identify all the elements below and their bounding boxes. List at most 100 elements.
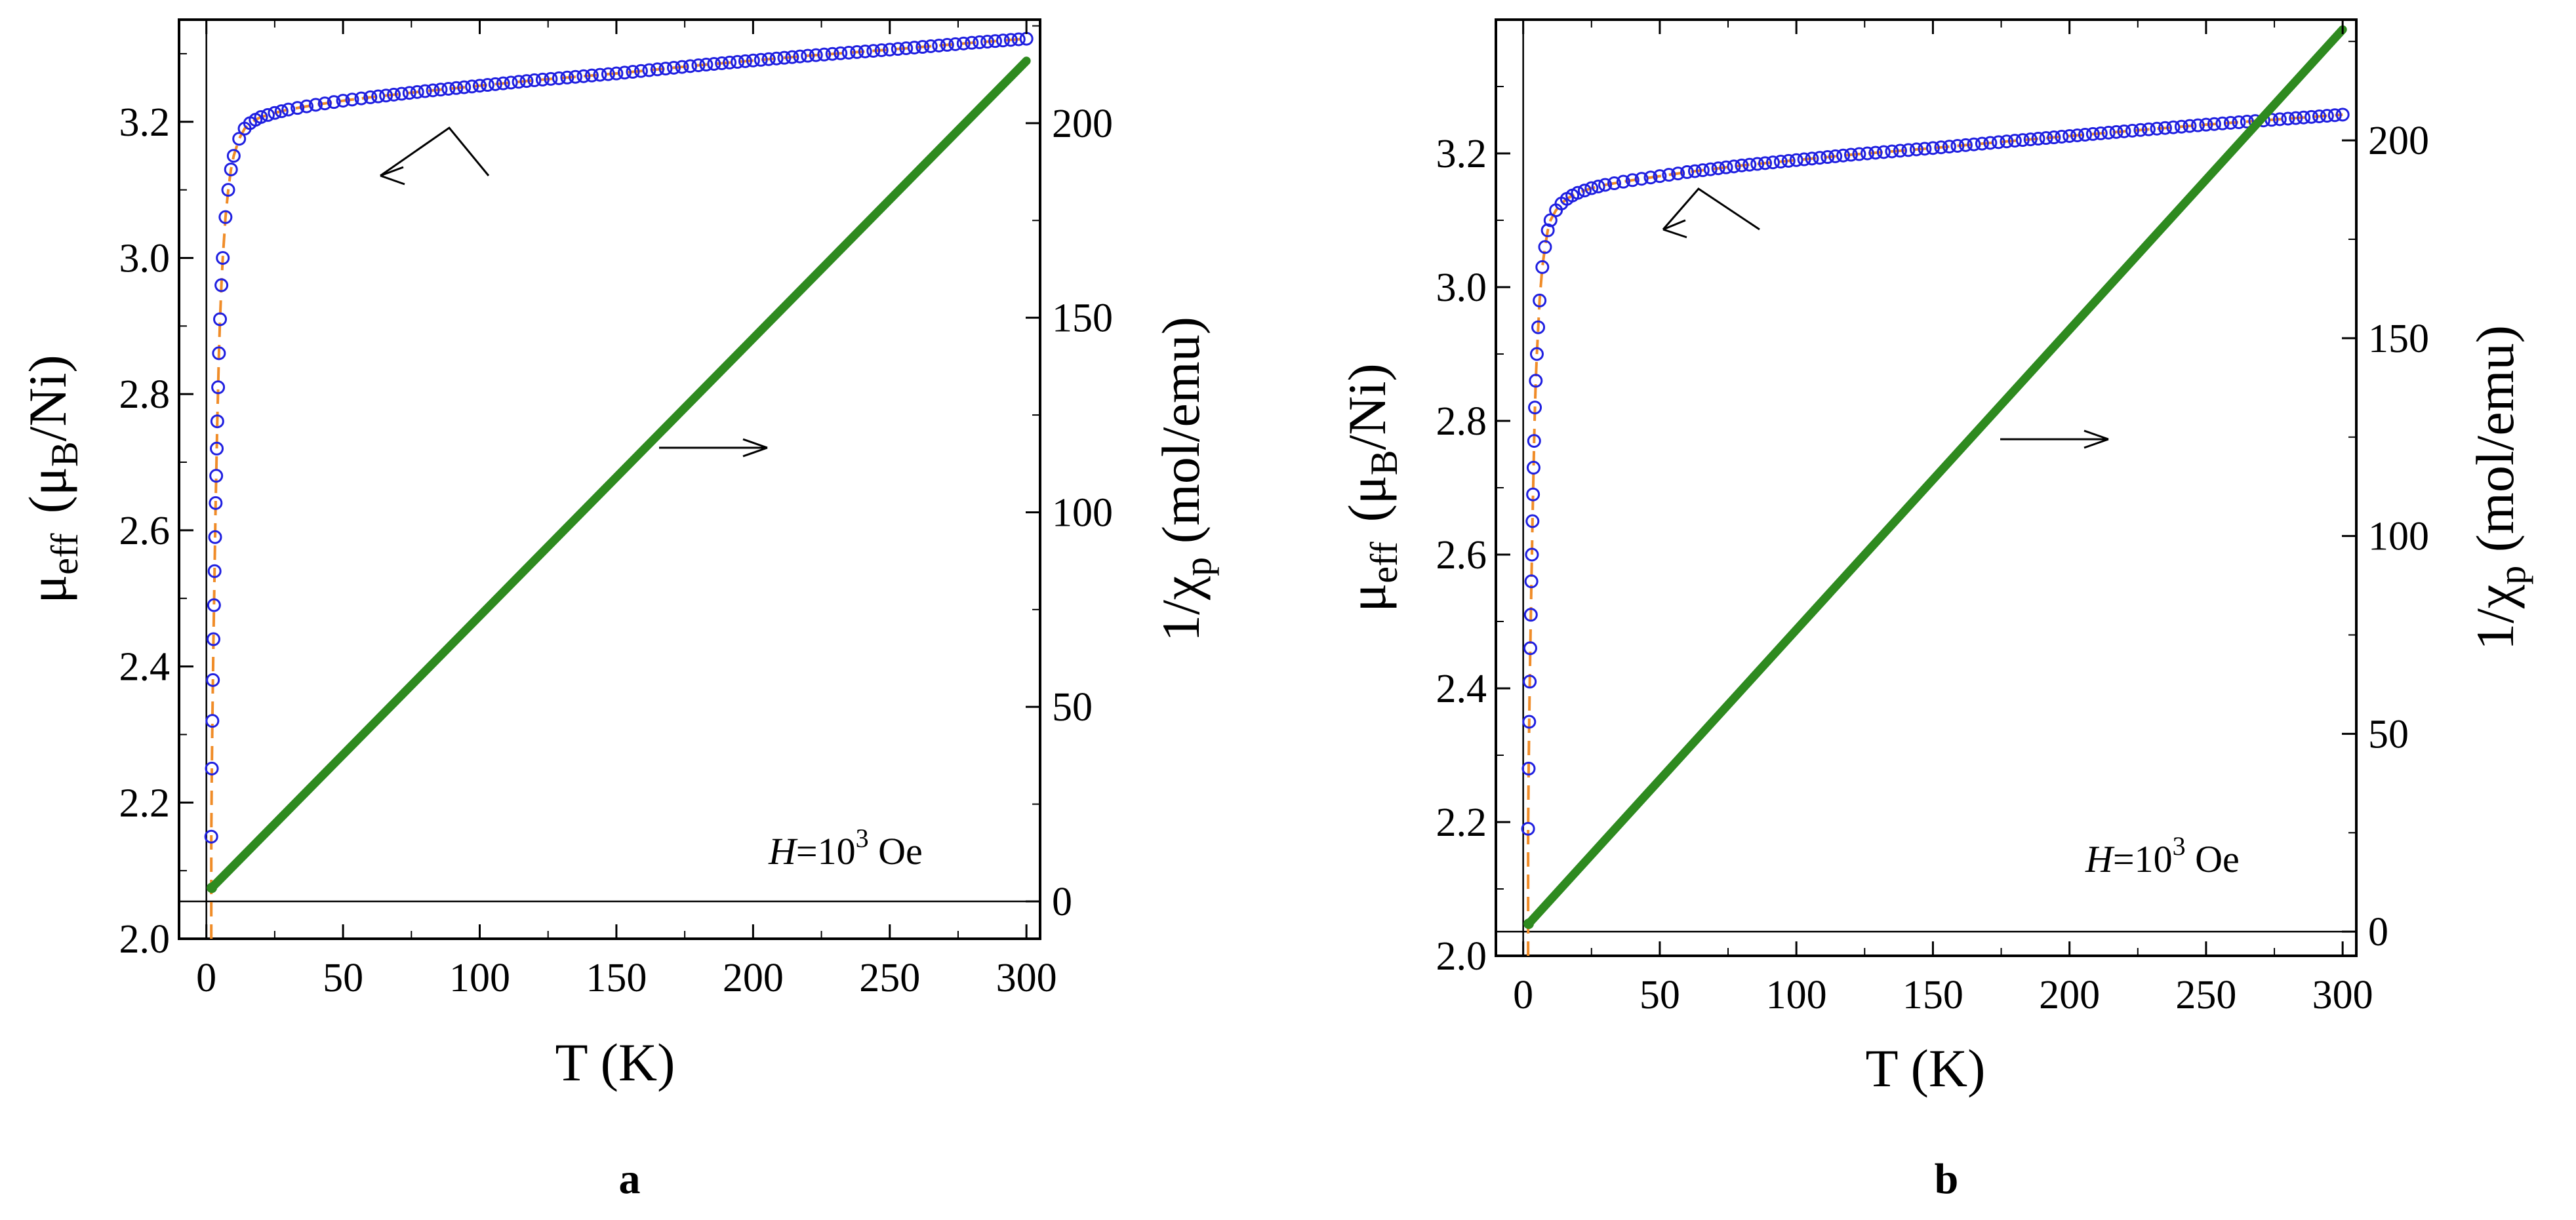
panel-label: a xyxy=(619,1155,641,1203)
inverse-chi-series xyxy=(207,56,1031,892)
mu-eff-point xyxy=(1616,174,1630,189)
y-right-label: 1/χp (mol/emu) xyxy=(2465,325,2533,650)
mu-eff-point xyxy=(801,49,815,63)
mu-eff-point xyxy=(626,65,640,79)
mu-eff-point xyxy=(2166,120,2181,134)
y-left-label: μeff(μB/Ni) xyxy=(18,355,86,603)
y-right-tick-label: 150 xyxy=(1052,296,1113,341)
mu-eff-point xyxy=(216,250,230,265)
y-left-tick-label: 2.2 xyxy=(119,781,171,825)
mu-eff-point xyxy=(345,92,359,107)
y-left-tick-label: 2.8 xyxy=(1436,399,1487,444)
mu-eff-point xyxy=(793,49,807,64)
mu-eff-point xyxy=(2327,108,2342,123)
mu-eff-point xyxy=(650,62,664,77)
mu-eff-point xyxy=(699,58,714,72)
mu-eff-point xyxy=(2000,134,2014,149)
mu-eff-point xyxy=(576,69,591,83)
y-left-tick-label: 3.2 xyxy=(1436,132,1487,176)
mu-eff-point xyxy=(2063,128,2077,143)
y-right-tick-label: 50 xyxy=(2368,712,2409,757)
mu-eff-point xyxy=(691,58,706,73)
mu-eff-point xyxy=(761,52,776,66)
mu-eff-point xyxy=(281,102,296,117)
mu-eff-point xyxy=(1852,147,1866,161)
y-right-label: 1/χp (mol/emu) xyxy=(1151,317,1219,642)
mu-eff-point xyxy=(1909,142,1923,157)
y-left-tick-label: 2.0 xyxy=(119,917,171,962)
mu-eff-point xyxy=(1571,186,1585,200)
panel-label: b xyxy=(1935,1155,1959,1203)
mu-eff-point xyxy=(211,380,226,395)
mu-eff-point xyxy=(1634,172,1649,186)
mu-eff-point xyxy=(1521,761,1536,776)
mu-eff-point xyxy=(232,132,247,146)
mu-eff-point xyxy=(1529,347,1544,361)
y-right-tick-label: 150 xyxy=(2368,317,2429,361)
mu-eff-point xyxy=(2207,117,2221,131)
mu-eff-fit-line xyxy=(1527,113,2343,956)
x-tick-label: 150 xyxy=(1902,973,1963,1017)
mu-eff-point xyxy=(205,761,219,776)
mu-eff-point xyxy=(2240,115,2254,129)
mu-eff-point xyxy=(1821,150,1835,165)
mu-eff-point xyxy=(560,70,574,85)
mu-eff-point xyxy=(1521,821,1535,836)
y-left-tick-label: 3.0 xyxy=(119,236,171,281)
mu-eff-point xyxy=(731,54,745,69)
mu-eff-point xyxy=(858,44,872,58)
mu-eff-point xyxy=(1528,401,1542,415)
x-tick-label: 100 xyxy=(1766,973,1827,1017)
mu-eff-point xyxy=(2007,134,2022,148)
mu-eff-point xyxy=(1991,135,2005,149)
y-right-tick-label: 100 xyxy=(2368,515,2429,559)
mu-eff-point xyxy=(2232,115,2246,129)
mu-eff-point xyxy=(1526,487,1540,502)
mu-eff-point xyxy=(1535,260,1550,274)
mu-eff-point xyxy=(1607,176,1621,191)
x-tick-label: 250 xyxy=(859,956,920,1000)
x-tick-label: 0 xyxy=(196,956,216,1000)
inverse-chi-series xyxy=(1524,25,2347,928)
mu-eff-point xyxy=(1529,374,1543,388)
mu-eff-point xyxy=(1975,136,1989,151)
mu-eff-point xyxy=(1901,143,1916,157)
mu-eff-point xyxy=(535,72,550,87)
mu-eff-point xyxy=(932,38,946,52)
mu-eff-point xyxy=(1625,173,1640,187)
y-right-tick-label: 200 xyxy=(1052,102,1113,146)
mu-eff-point xyxy=(874,43,889,58)
mu-eff-point xyxy=(883,43,897,57)
panel-a: 0 50 100 150 200 250 300 2.0 2.2 2.4 2.6 2.8 3.0 3.2 0… xyxy=(18,18,1219,1203)
mu-eff-point xyxy=(1983,136,1998,150)
mu-eff-point xyxy=(2117,124,2131,138)
x-tick-label: 300 xyxy=(996,956,1057,1000)
mu-eff-point xyxy=(2183,119,2197,133)
x-label: T (K) xyxy=(1866,1038,1986,1098)
mu-eff-point xyxy=(2215,116,2230,130)
mu-eff-point xyxy=(2031,132,2045,146)
mu-eff-point xyxy=(410,85,424,99)
mu-eff-point xyxy=(1011,32,1026,47)
mu-eff-point xyxy=(2158,121,2172,135)
zero-lines xyxy=(1496,20,2356,956)
mu-eff-point xyxy=(1967,137,1981,151)
y-right-tick-label: 50 xyxy=(1052,685,1093,730)
mu-eff-point xyxy=(1836,148,1851,163)
mu-eff-point xyxy=(1643,170,1658,185)
mu-eff-point xyxy=(402,86,416,100)
mu-eff-point xyxy=(899,41,914,56)
field-annotation: H=103 Oe xyxy=(2085,831,2240,880)
mu-eff-point xyxy=(426,83,440,98)
mu-eff-point xyxy=(777,50,792,65)
mu-eff-point xyxy=(210,414,224,429)
mu-eff-point xyxy=(601,67,615,81)
mu-eff-point xyxy=(254,110,268,125)
mu-eff-point xyxy=(785,50,799,64)
mu-eff-point xyxy=(327,95,341,109)
mu-eff-point xyxy=(916,40,930,54)
mu-eff-point xyxy=(940,37,954,52)
mu-eff-point xyxy=(1531,320,1546,334)
mu-eff-point xyxy=(1522,715,1537,729)
mu-eff-point xyxy=(707,57,721,71)
